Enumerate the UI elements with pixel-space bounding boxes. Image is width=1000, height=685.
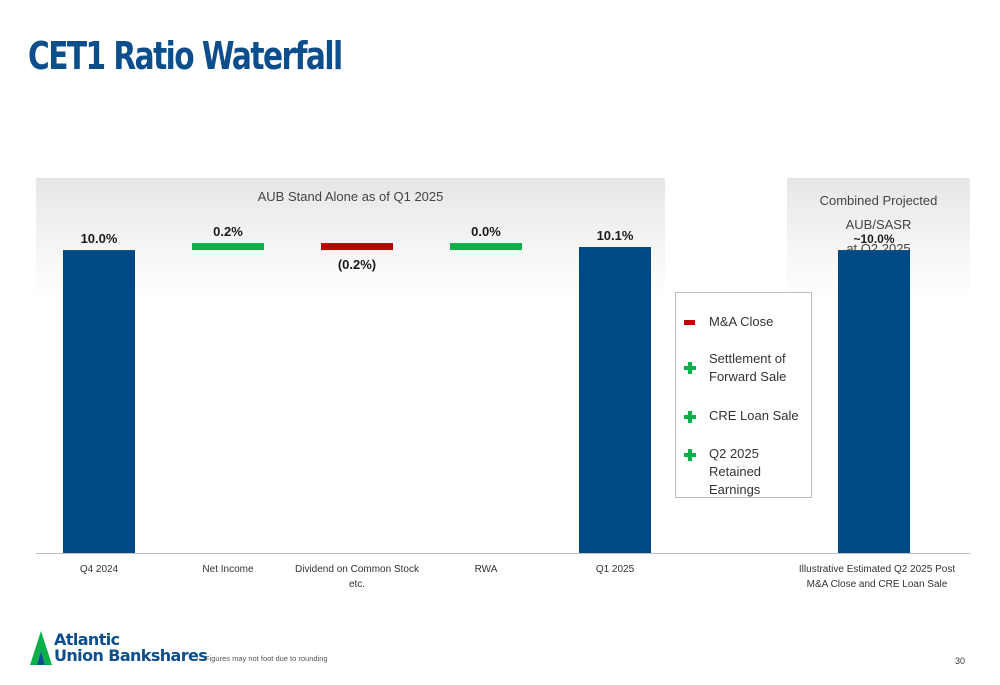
bar-value-label: 0.2% <box>213 224 243 239</box>
bar-total <box>838 250 910 553</box>
combined-panel-header-line1: Combined Projected AUB/SASR <box>819 193 938 232</box>
x-tick-label: Illustrative Estimated Q2 2025 Post <box>799 564 955 575</box>
legend-label: Q2 2025 Retained <box>709 446 762 479</box>
legend-label: Earnings <box>709 482 761 497</box>
legend-label: Forward Sale <box>709 369 787 384</box>
logo-line2: Union Bankshares <box>54 646 208 665</box>
legend-label: CRE Loan Sale <box>709 408 799 423</box>
legend: M&A Close Settlement of Forward Sale CRE… <box>675 292 812 498</box>
bar-total <box>579 247 651 553</box>
legend-label: Settlement of <box>709 351 786 366</box>
bar-value-label: ~10.0% <box>853 232 894 246</box>
bar-value-label: 10.0% <box>81 231 118 246</box>
x-tick-label: RWA <box>475 564 498 575</box>
minus-icon <box>684 320 695 325</box>
x-tick-label: Q1 2025 <box>596 564 635 575</box>
bar-value-label: 0.0% <box>471 224 501 239</box>
bar-value-label: 10.1% <box>597 228 634 243</box>
combined-panel-header: Combined Projected AUB/SASR at Q2 2025 <box>787 189 970 261</box>
logo-text: Atlantic Union Bankshares <box>54 630 208 665</box>
bar-increase <box>450 243 522 251</box>
plus-icon <box>684 411 696 423</box>
stand-alone-panel-header: AUB Stand Alone as of Q1 2025 <box>257 189 444 204</box>
page-number: 30 <box>955 656 966 666</box>
plus-icon <box>684 449 696 461</box>
bar-value-label: (0.2%) <box>338 257 376 272</box>
logo-mark-icon <box>30 631 52 665</box>
page-title: CET1 Ratio Waterfall <box>28 34 343 78</box>
bar-decrease <box>321 243 393 251</box>
logo-line1: Atlantic <box>54 630 120 649</box>
company-logo: Atlantic Union Bankshares <box>30 631 208 667</box>
bar-total <box>63 250 135 553</box>
plus-icon <box>684 362 696 374</box>
x-tick-label: Dividend on Common Stock <box>295 564 420 575</box>
bar-increase <box>192 243 264 251</box>
legend-label: M&A Close <box>709 314 774 329</box>
x-tick-label: Net Income <box>202 564 254 575</box>
x-tick-label: etc. <box>349 579 365 590</box>
x-tick-label: M&A Close and CRE Loan Sale <box>807 579 948 590</box>
stand-alone-panel <box>36 178 665 298</box>
x-tick-label: Q4 2024 <box>80 564 119 575</box>
footnote: Figures may not foot due to rounding <box>205 654 328 663</box>
